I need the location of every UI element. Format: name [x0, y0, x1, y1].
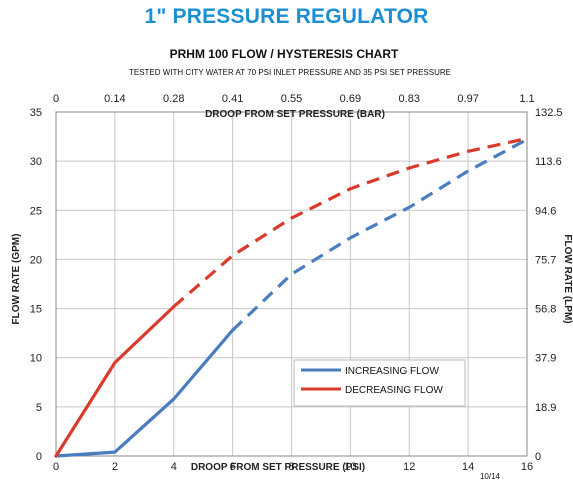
series-layer	[54, 136, 528, 458]
x-tick-label: 8	[288, 461, 294, 473]
legend-label-decreasing: DECREASING FLOW	[345, 385, 443, 396]
x-tick-label: 0	[53, 461, 59, 473]
page-title: 1" PRESSURE REGULATOR	[144, 5, 429, 28]
series-increasing-solid-line	[54, 328, 235, 458]
x-tick-label: 2	[112, 461, 118, 473]
series-decreasing-dashed-line	[172, 136, 528, 308]
legend: INCREASING FLOW DECREASING FLOW	[293, 359, 466, 407]
ticks-layer: 0020.1440.2860.4180.55100.69120.83140.97…	[30, 93, 563, 473]
y-tick-label: 35	[30, 107, 42, 119]
footer-code: 10/14	[480, 472, 501, 481]
x2-tick-label: 0.55	[281, 93, 302, 105]
x-tick-label: 10	[344, 461, 356, 473]
y-tick-label: 5	[36, 402, 42, 414]
y2-tick-label: 94.6	[535, 205, 556, 217]
x-tick-label: 6	[230, 461, 236, 473]
chart-subtitle: TESTED WITH CITY WATER AT 70 PSI INLET P…	[129, 68, 451, 77]
x-axis-label: DROOP FROM SET PRESSURE (PSI)	[191, 462, 365, 473]
x2-tick-label: 0.28	[163, 93, 184, 105]
y2-tick-label: 132.5	[535, 107, 563, 119]
legend-box	[293, 359, 466, 407]
y-tick-label: 15	[30, 304, 42, 316]
x-tick-label: 12	[403, 461, 415, 473]
x2-tick-label: 0.14	[104, 93, 125, 105]
x2-tick-label: 0.97	[457, 93, 478, 105]
y2-tick-label: 113.6	[535, 156, 562, 168]
y-tick-label: 10	[30, 353, 42, 365]
x2-tick-label: 1.1	[519, 93, 534, 105]
y2-tick-label: 18.9	[535, 402, 556, 414]
x-tick-label: 14	[462, 461, 474, 473]
x2-tick-label: 0.69	[340, 93, 361, 105]
x2-tick-label: 0.83	[399, 93, 420, 105]
y2-tick-label: 37.9	[535, 353, 556, 365]
y-tick-label: 30	[30, 156, 42, 168]
series-increasing-dashed-line	[231, 138, 528, 332]
y-tick-label: 0	[36, 451, 42, 463]
y2-tick-label: 0	[535, 451, 541, 463]
plot-frame	[55, 111, 528, 457]
x-tick-label: 16	[521, 461, 533, 473]
x2-tick-label: 0.41	[222, 93, 243, 105]
y-tick-label: 25	[30, 205, 42, 217]
series-decreasing-solid-line	[54, 305, 176, 458]
x-tick-label: 4	[171, 461, 177, 473]
y2-tick-label: 56.8	[535, 304, 556, 316]
y2-tick-label: 75.7	[535, 254, 556, 266]
y-tick-label: 20	[30, 254, 42, 266]
x2-tick-label: 0	[53, 93, 59, 105]
y2-axis-label: FLOW RATE (LPM)	[562, 234, 573, 323]
y-axis-label: FLOW RATE (GPM)	[11, 234, 22, 325]
header-banner: 1" PRESSURE REGULATOR	[0, 0, 573, 34]
x2-axis-label: DROOP FROM SET PRESSURE (BAR)	[205, 109, 385, 120]
chart-title: PRHM 100 FLOW / HYSTERESIS CHART	[170, 47, 399, 61]
legend-label-increasing: INCREASING FLOW	[345, 366, 439, 377]
